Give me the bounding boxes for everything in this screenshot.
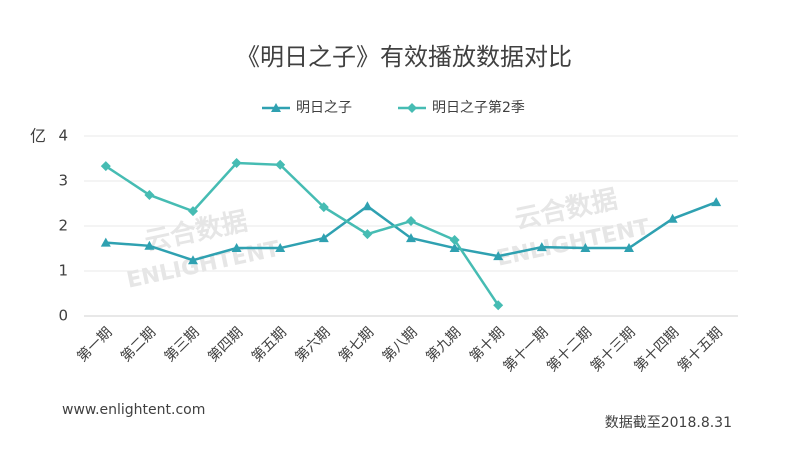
series-line [105,161,500,306]
point [100,237,111,247]
y-tick-label: 3 [58,172,68,190]
y-axis-label: 亿 [30,127,46,146]
chart-title: 《明日之子》有效播放数据对比 [236,43,572,71]
point [188,255,198,265]
point [493,251,504,261]
point [188,206,198,217]
point [536,242,547,252]
point [407,103,417,113]
point [711,197,722,207]
y-tick-label: 4 [58,127,68,145]
footer-right: 数据截至2018.8.31 [605,415,732,431]
point [231,243,242,253]
legend-label: 明日之子第2季 [432,99,525,116]
point [449,234,460,245]
footer-left: www.enlightent.com [62,402,205,418]
point [144,240,155,250]
point [449,243,460,253]
point [580,243,591,253]
point [271,103,281,112]
y-tick-label: 2 [58,217,68,235]
point [100,161,111,172]
y-tick-label: 0 [58,307,68,325]
point [275,243,286,253]
point [624,243,634,253]
y-tick-label: 1 [58,262,68,280]
point [406,233,416,243]
point [667,213,678,223]
point [231,158,242,168]
point [362,201,373,211]
point [144,189,155,200]
point [275,159,286,170]
point [318,202,329,213]
point [493,300,504,311]
point [362,229,373,240]
legend-label: 明日之子 [296,100,352,116]
point [318,233,329,243]
point [406,216,416,227]
